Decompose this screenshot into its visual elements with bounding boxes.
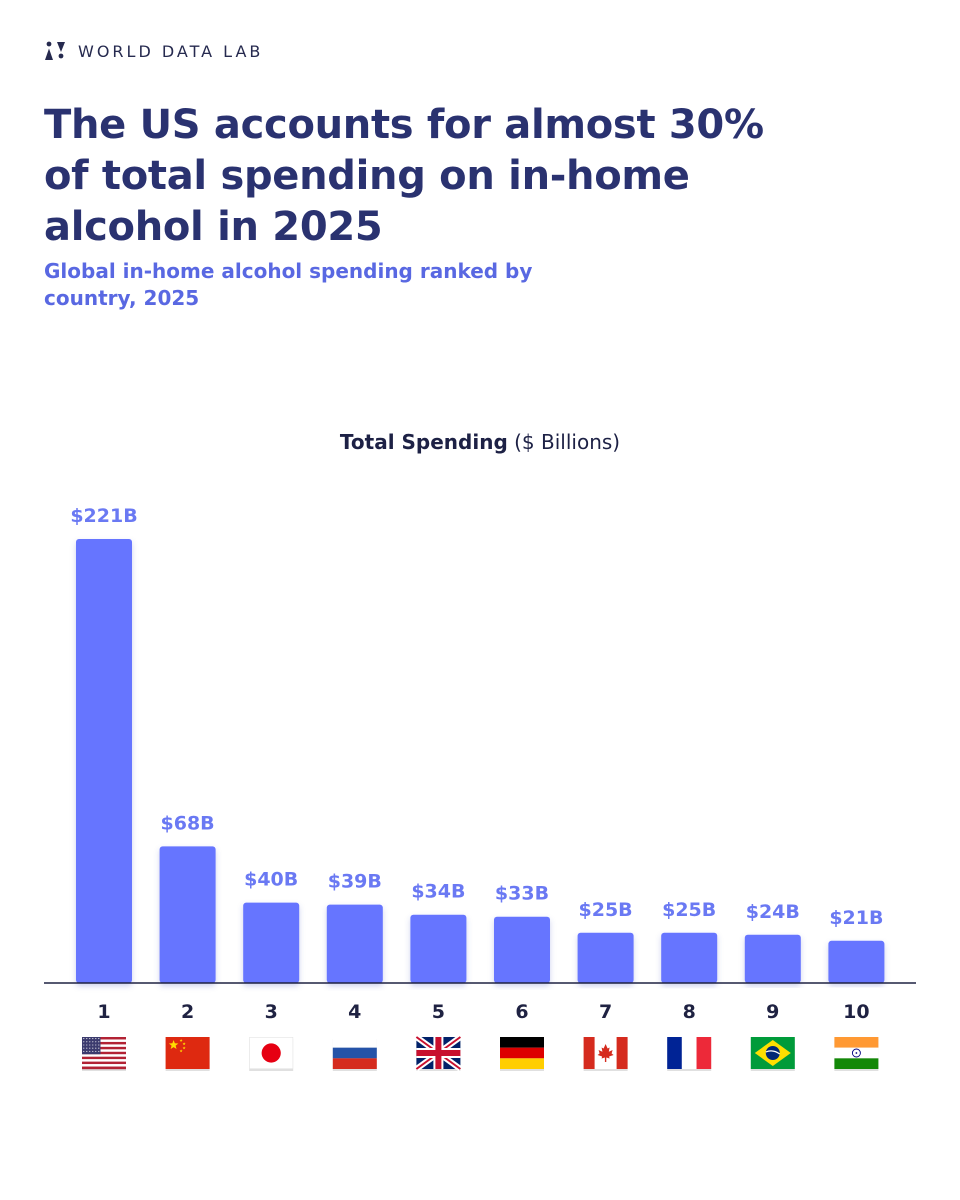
france-flag-icon (667, 1037, 712, 1071)
china-flag-icon (165, 1037, 210, 1071)
japan-flag-icon (249, 1037, 294, 1071)
rank-label-7: 7 (599, 1001, 612, 1023)
page-title: The US accounts for almost 30% of total … (44, 102, 764, 250)
value-label-2: $68B (161, 812, 215, 834)
chart-title-unit: ($ Billions) (514, 430, 621, 454)
rank-label-3: 3 (265, 1001, 278, 1023)
rank-label-8: 8 (683, 1001, 696, 1023)
bar-9 (744, 934, 801, 983)
bar-2 (159, 846, 216, 983)
rank-label-5: 5 (432, 1001, 445, 1023)
value-label-7: $25B (579, 899, 633, 921)
value-label-8: $25B (662, 899, 716, 921)
brazil-flag-icon (750, 1037, 795, 1071)
rank-label-9: 9 (766, 1001, 779, 1023)
rank-label-1: 1 (97, 1001, 110, 1023)
india-flag-icon (834, 1037, 879, 1071)
bar-4 (326, 904, 383, 983)
brand: WORLD DATA LAB (44, 40, 263, 62)
value-label-6: $33B (495, 883, 549, 905)
rank-label-6: 6 (515, 1001, 528, 1023)
bar-8 (661, 932, 718, 983)
bar-10 (828, 940, 885, 983)
rank-label-2: 2 (181, 1001, 194, 1023)
value-label-4: $39B (328, 871, 382, 893)
value-label-9: $24B (746, 901, 800, 923)
bar-5 (410, 914, 467, 983)
world-data-lab-logo-icon (45, 41, 65, 60)
chart-title: Total Spending ($ Billions) (0, 430, 960, 454)
bar-1 (76, 539, 132, 983)
russia-flag-icon (332, 1037, 377, 1071)
uk-flag-icon (414, 1034, 463, 1072)
value-label-10: $21B (829, 907, 883, 929)
bar-7 (577, 932, 634, 983)
rank-label-4: 4 (348, 1001, 361, 1023)
value-label-5: $34B (411, 881, 465, 903)
page-subtitle: Global in-home alcohol spending ranked b… (44, 259, 533, 310)
rank-label-10: 10 (843, 1001, 869, 1023)
value-label-3: $40B (244, 869, 298, 891)
us-flag-icon (82, 1037, 126, 1071)
canada-flag-icon (583, 1037, 628, 1071)
bar-3 (243, 902, 300, 983)
germany-flag-icon (500, 1037, 544, 1071)
chart-title-bold: Total Spending (339, 430, 508, 454)
brand-name: WORLD DATA LAB (78, 41, 264, 61)
bar-6 (494, 916, 550, 983)
value-label-1: $221B (70, 505, 137, 527)
